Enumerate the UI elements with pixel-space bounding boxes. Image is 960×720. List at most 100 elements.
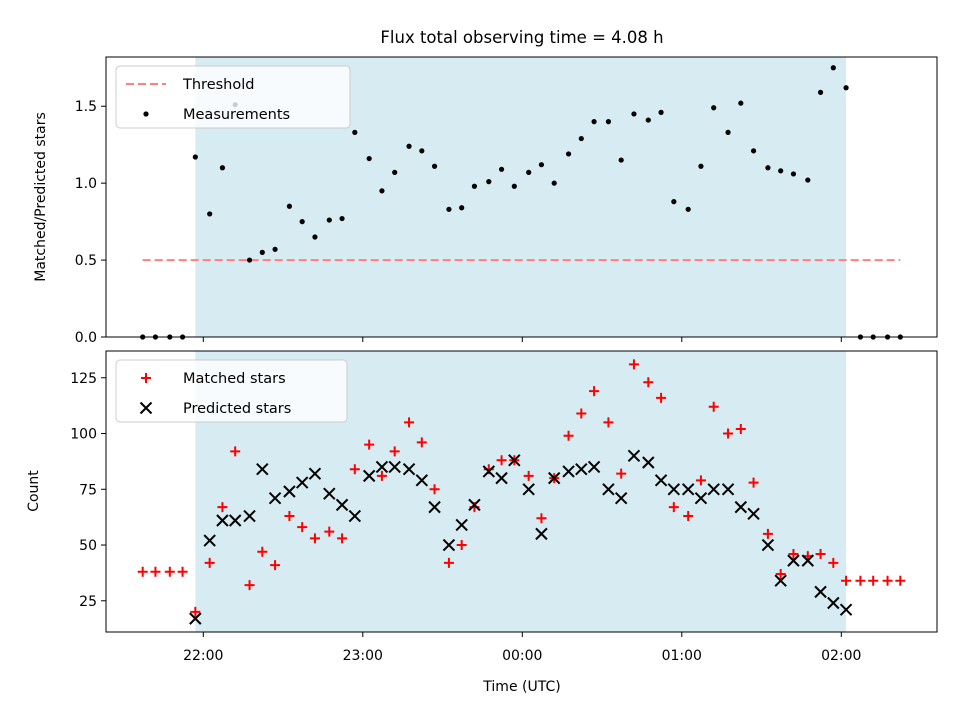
- y-tick-label: 100: [70, 427, 97, 443]
- measurement-point: [738, 100, 744, 106]
- matched-star-point: [576, 408, 587, 419]
- matched-star-point: [828, 557, 839, 568]
- measurement-point: [446, 206, 452, 212]
- predicted-star-point: [442, 538, 456, 552]
- matched-star-point: [695, 475, 706, 486]
- measurement-point: [526, 169, 532, 175]
- measurement-point: [326, 217, 332, 223]
- predicted-star-point: [522, 483, 535, 496]
- predicted-star-point: [189, 612, 202, 625]
- predicted-star-point: [575, 462, 588, 476]
- measurement-point: [431, 163, 438, 169]
- measurement-point: [631, 111, 637, 117]
- matched-star-point: [137, 566, 148, 577]
- x-tick-label: 22:00: [183, 648, 223, 664]
- matched-star-point: [723, 428, 734, 439]
- predicted-star-point: [667, 483, 681, 496]
- predicted-star-point: [681, 483, 695, 496]
- measurement-point: [658, 109, 664, 115]
- predicted-star-point: [747, 507, 760, 521]
- measurement-point: [551, 180, 557, 186]
- top-plot-panel: 0.0 0.5 1.0 1.5 Threshold Measurements: [75, 56, 938, 346]
- matched-star-point: [589, 386, 600, 397]
- measurement-point: [339, 215, 345, 222]
- matched-star-point: [643, 377, 654, 388]
- y-tick-label: 1.0: [75, 176, 97, 192]
- predicted-star-point: [734, 500, 748, 514]
- measurement-point: [538, 162, 545, 168]
- legend-matched-swatch: [141, 373, 151, 383]
- legend-label: Matched stars: [183, 371, 286, 387]
- predicted-star-point: [562, 465, 575, 478]
- matched-star-point: [788, 548, 799, 559]
- matched-star-point: [284, 511, 295, 522]
- measurement-point: [272, 246, 278, 252]
- matched-star-point: [603, 417, 614, 428]
- measurement-point: [750, 148, 757, 154]
- matched-star-point: [389, 446, 400, 457]
- matched-star-point: [364, 439, 375, 450]
- x-axis-label: Time (UTC): [482, 679, 560, 695]
- predicted-star-point: [388, 460, 401, 474]
- bottom-ylabel: Count: [26, 470, 42, 512]
- matched-star-point: [708, 401, 719, 412]
- x-tick-label: 02:00: [821, 648, 861, 664]
- measurement-point: [471, 183, 478, 189]
- matched-star-point: [523, 470, 534, 481]
- y-tick-label: 125: [70, 371, 97, 387]
- y-tick-label: 50: [79, 538, 97, 554]
- measurement-point: [419, 148, 425, 154]
- predicted-star-point: [402, 462, 416, 476]
- predicted-star-point: [614, 491, 628, 505]
- matched-star-point: [868, 575, 879, 586]
- measurement-point: [605, 119, 612, 125]
- predicted-star-point: [468, 498, 481, 512]
- matched-star-point: [376, 470, 387, 481]
- x-tick-label: 00:00: [502, 648, 542, 664]
- predicted-star-point: [308, 467, 322, 480]
- legend-label: Threshold: [182, 77, 254, 93]
- predicted-star-point: [228, 514, 242, 527]
- measurement-point: [618, 157, 624, 163]
- legend-predicted-swatch: [139, 401, 153, 415]
- measurement-point: [778, 168, 784, 174]
- measurement-point: [299, 219, 305, 225]
- predicted-star-point: [283, 485, 296, 498]
- measurement-point: [790, 171, 797, 177]
- predicted-star-point: [707, 483, 720, 496]
- predicted-star-point: [642, 456, 655, 469]
- measurement-point: [765, 165, 771, 171]
- predicted-star-point: [814, 585, 827, 599]
- predicted-star-point: [335, 498, 349, 512]
- predicted-star-point: [761, 538, 775, 552]
- predicted-star-point: [428, 500, 441, 514]
- predicted-star-point: [547, 471, 561, 485]
- measurement-point: [578, 135, 584, 142]
- matched-star-point: [841, 575, 852, 586]
- legend: Matched stars Predicted stars: [115, 359, 348, 423]
- measurement-point: [207, 211, 213, 217]
- y-tick-label: 25: [79, 594, 97, 610]
- measurement-point: [259, 249, 265, 255]
- measurement-point: [352, 129, 358, 135]
- matched-star-point: [855, 575, 866, 586]
- measurement-point: [698, 163, 704, 169]
- predicted-star-point: [827, 596, 840, 610]
- predicted-star-point: [375, 460, 389, 474]
- legend-label: Predicted stars: [183, 401, 291, 417]
- matched-star-point: [324, 526, 335, 537]
- predicted-star-point: [323, 487, 336, 500]
- predicted-star-point: [295, 476, 309, 489]
- matched-star-point: [244, 580, 255, 591]
- x-tick-label: 23:00: [343, 648, 383, 664]
- legend-label: Measurements: [183, 107, 290, 123]
- measurement-point: [498, 166, 505, 172]
- measurement-point: [459, 205, 465, 211]
- predicted-star-point: [654, 474, 668, 487]
- matched-star-point: [217, 502, 228, 513]
- measurement-point: [725, 129, 731, 135]
- predicted-star-point: [801, 554, 815, 567]
- predicted-star-point: [495, 471, 508, 485]
- measurement-point: [843, 85, 849, 91]
- measurement-point: [286, 203, 293, 209]
